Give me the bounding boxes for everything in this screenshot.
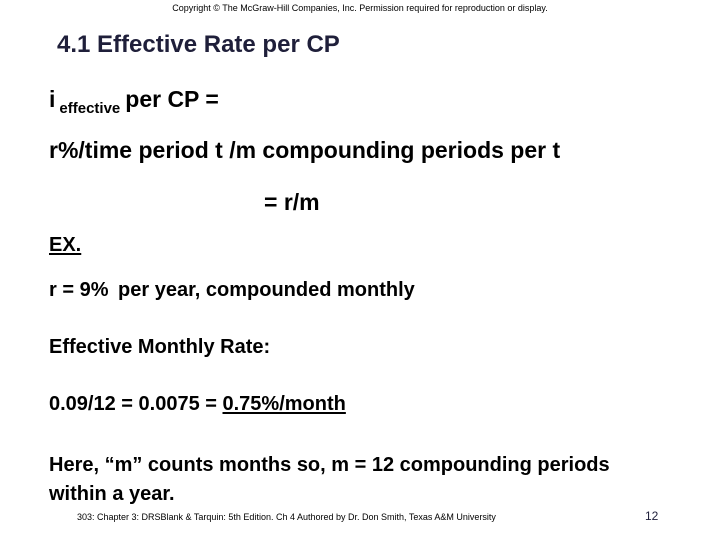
- slide-title: 4.1 Effective Rate per CP: [57, 31, 340, 58]
- given-line: r = 9% per year, compounded monthly: [49, 279, 415, 302]
- footer-credit: 303: Chapter 3: DRSBlank & Tarquin: 5th …: [77, 512, 496, 522]
- example-label: EX.: [49, 234, 82, 256]
- copyright-notice: Copyright © The McGraw-Hill Companies, I…: [172, 3, 548, 13]
- calculation-prefix: 0.09/12 = 0.0075 =: [49, 393, 217, 415]
- page-number: 12: [645, 509, 659, 523]
- rate-subscript: effective: [59, 100, 121, 117]
- result-line: = r/m: [264, 189, 320, 215]
- definition-rest: per CP =: [125, 86, 219, 112]
- formula-line: r%/time period t /m compounding periods …: [49, 137, 561, 163]
- rate-symbol: i: [49, 86, 56, 112]
- calculation-answer: 0.75%/month: [222, 393, 346, 415]
- calculation-line: 0.09/12 = 0.0075 = 0.75%/month: [49, 393, 346, 416]
- effective-rate-label: Effective Monthly Rate:: [49, 336, 271, 358]
- definition-line: i effective per CP =: [49, 86, 219, 117]
- note-paragraph: Here, “m” counts months so, m = 12 compo…: [49, 454, 610, 505]
- given-rate: r = 9%: [49, 279, 109, 301]
- given-rest: per year, compounded monthly: [118, 279, 415, 301]
